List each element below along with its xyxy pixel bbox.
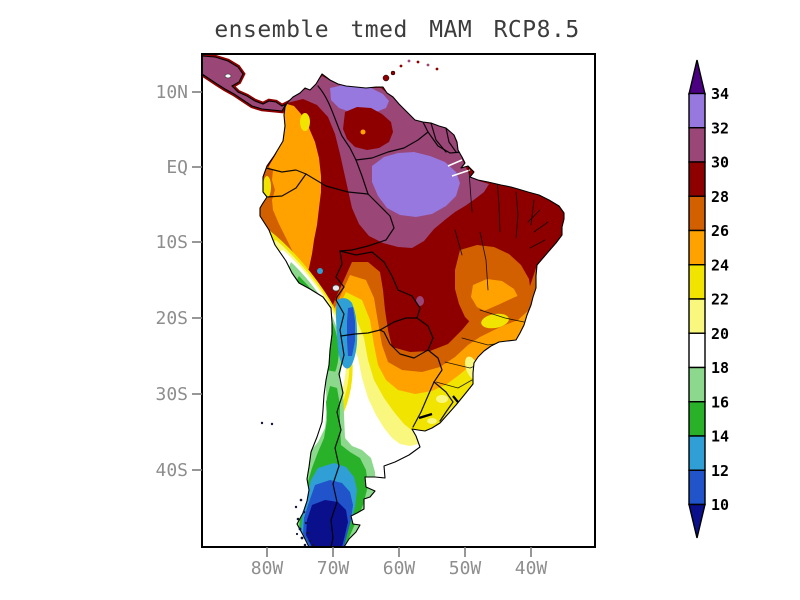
lon-label: 70W	[317, 558, 350, 579]
tobago-island	[390, 70, 396, 76]
island-dot	[399, 64, 403, 68]
colorbar-tick-label: 26	[711, 222, 729, 240]
yellow-spot-colombia	[300, 113, 310, 131]
laguna-merin	[418, 412, 433, 420]
band-32-34-venezuela	[330, 85, 389, 113]
lat-label: 30S	[155, 384, 188, 405]
antilles-islands	[382, 59, 439, 82]
pale-patch-uruguay-ne	[436, 395, 448, 403]
pocket-orange-speck	[360, 129, 366, 135]
colorbar-seg-24-26	[688, 229, 706, 266]
colorbar-tick-label: 24	[711, 256, 729, 274]
colorbar-arrow-below-min	[688, 503, 706, 539]
juan-fernandez-island	[260, 421, 264, 425]
lake-nicaragua	[224, 73, 232, 79]
lat-axis: 10N EQ 10S 20S 30S 40S	[155, 82, 202, 481]
colorbar-seg-20-22	[688, 298, 706, 334]
band-32-34-central-amazon	[372, 152, 460, 217]
colorbar-tick-label: 28	[711, 188, 729, 206]
contour-field	[260, 74, 564, 547]
island-dot	[416, 60, 420, 64]
colorbar-seg-26-28	[688, 195, 706, 232]
lon-label: 60W	[383, 558, 416, 579]
coastline	[259, 73, 565, 548]
colorbar-tick-label: 30	[711, 154, 729, 172]
island-dot	[426, 63, 430, 67]
colorbar-arrow-above-max	[688, 59, 706, 95]
central-america-land	[201, 55, 288, 112]
colorbar-tick-label: 18	[711, 359, 729, 377]
colorbar-seg-18-20	[688, 332, 706, 369]
trinidad-island	[382, 74, 390, 82]
colorbar-tick-label: 34	[711, 85, 729, 103]
colorbar-seg-32-34	[688, 92, 706, 129]
lon-label: 50W	[449, 558, 482, 579]
island-dot	[435, 67, 439, 71]
lon-label: 40W	[515, 558, 548, 579]
blue-dot-cordillera	[317, 268, 323, 274]
colorbar-tick-label: 16	[711, 393, 729, 411]
lat-label: EQ	[166, 157, 188, 178]
offshore-islands	[260, 421, 315, 547]
pale-patch-uruguay-coast	[427, 418, 437, 424]
colorbar-tick-label: 20	[711, 325, 729, 343]
juan-fernandez-island	[270, 422, 274, 426]
chart-title: ensemble tmed MAM RCP8.5	[214, 17, 579, 43]
colorbar-seg-14-16	[688, 401, 706, 437]
amazon-mouth-channels	[447, 159, 471, 177]
state-borders	[435, 157, 549, 389]
lat-label: 10S	[155, 232, 188, 253]
lake-titicaca	[332, 284, 340, 292]
colorbar-tick-label: 22	[711, 291, 729, 309]
island-dot	[407, 59, 411, 63]
colorbar-tick-label: 32	[711, 119, 729, 137]
colorbar-seg-22-24	[688, 264, 706, 300]
lat-label: 40S	[155, 460, 188, 481]
colorbar-seg-12-14	[688, 435, 706, 471]
colorbar-tick-label: 12	[711, 462, 729, 480]
lon-axis: 80W 70W 60W 50W 40W	[251, 547, 548, 579]
colorbar-seg-30-32	[688, 127, 706, 163]
colorbar-seg-28-30	[688, 161, 706, 197]
band-lt10-patagonia-tip	[306, 500, 348, 547]
colorbar-tick-label: 14	[711, 428, 729, 446]
lon-label: 80W	[251, 558, 284, 579]
central-america-strip	[200, 53, 292, 114]
yellow-spot-ecuador	[263, 176, 271, 198]
band-28-30-rio-negro-pocket	[343, 107, 393, 150]
colorbar-seg-10-12	[688, 469, 706, 506]
dash-10-12-altiplano	[347, 307, 355, 356]
mauve-dot-paraguay	[416, 296, 424, 306]
lat-label: 20S	[155, 308, 188, 329]
colorbar-tick-label: 10	[711, 496, 729, 514]
colorbar-seg-16-18	[688, 366, 706, 403]
colorbar: 34 32 30 28 26 24 22 20 18 16 14 12 10	[688, 59, 729, 539]
lat-label: 10N	[155, 82, 188, 103]
